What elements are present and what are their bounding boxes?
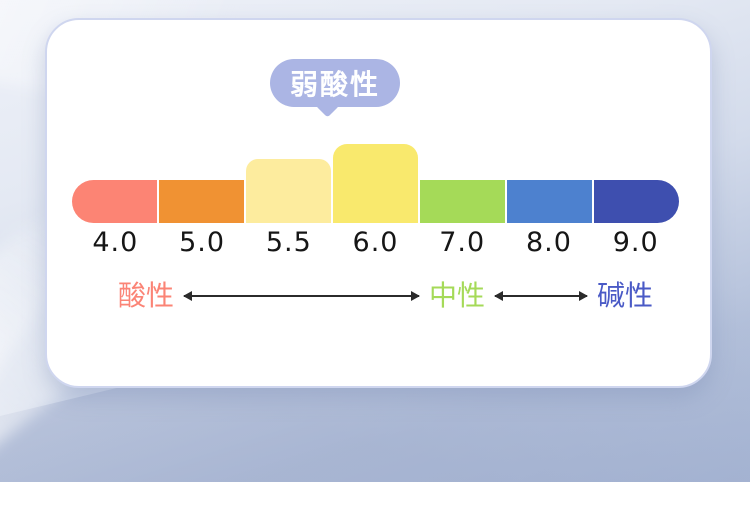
ph-tick: 4.0 — [92, 227, 139, 258]
ph-bar-segment — [333, 144, 418, 223]
ph-bar-segment — [594, 180, 679, 223]
annotation-bubble: 弱酸性 — [270, 59, 400, 125]
ph-tick: 9.0 — [612, 227, 659, 258]
label-alkaline: 碱性 — [596, 279, 653, 312]
double-arrow-icon — [183, 291, 420, 301]
ph-bar-segment — [420, 180, 505, 223]
ph-category-row: 酸性 中性 碱性 — [118, 278, 653, 314]
ph-bar-segment — [507, 180, 592, 223]
ph-bar-segment — [159, 180, 244, 223]
ph-scale-card: 弱酸性 4.0 5.0 5.5 6.0 7.0 8.0 9.0 酸性 中性 碱性 — [45, 18, 712, 388]
ph-tick: 6.0 — [352, 227, 399, 258]
ph-bar-segment — [246, 159, 331, 223]
ph-tick: 5.5 — [265, 227, 312, 258]
label-acidic: 酸性 — [118, 279, 175, 312]
ph-tick-row: 4.0 5.0 5.5 6.0 7.0 8.0 9.0 — [72, 226, 679, 260]
ph-tick: 5.0 — [179, 227, 226, 258]
annotation-bubble-body: 弱酸性 — [270, 59, 400, 107]
label-neutral: 中性 — [428, 279, 485, 312]
ph-bar-segment — [72, 180, 157, 223]
ph-color-bar — [72, 144, 679, 223]
double-arrow-icon — [493, 291, 588, 301]
ph-tick: 8.0 — [525, 227, 572, 258]
annotation-label: 弱酸性 — [289, 68, 380, 101]
ph-tick: 7.0 — [439, 227, 486, 258]
